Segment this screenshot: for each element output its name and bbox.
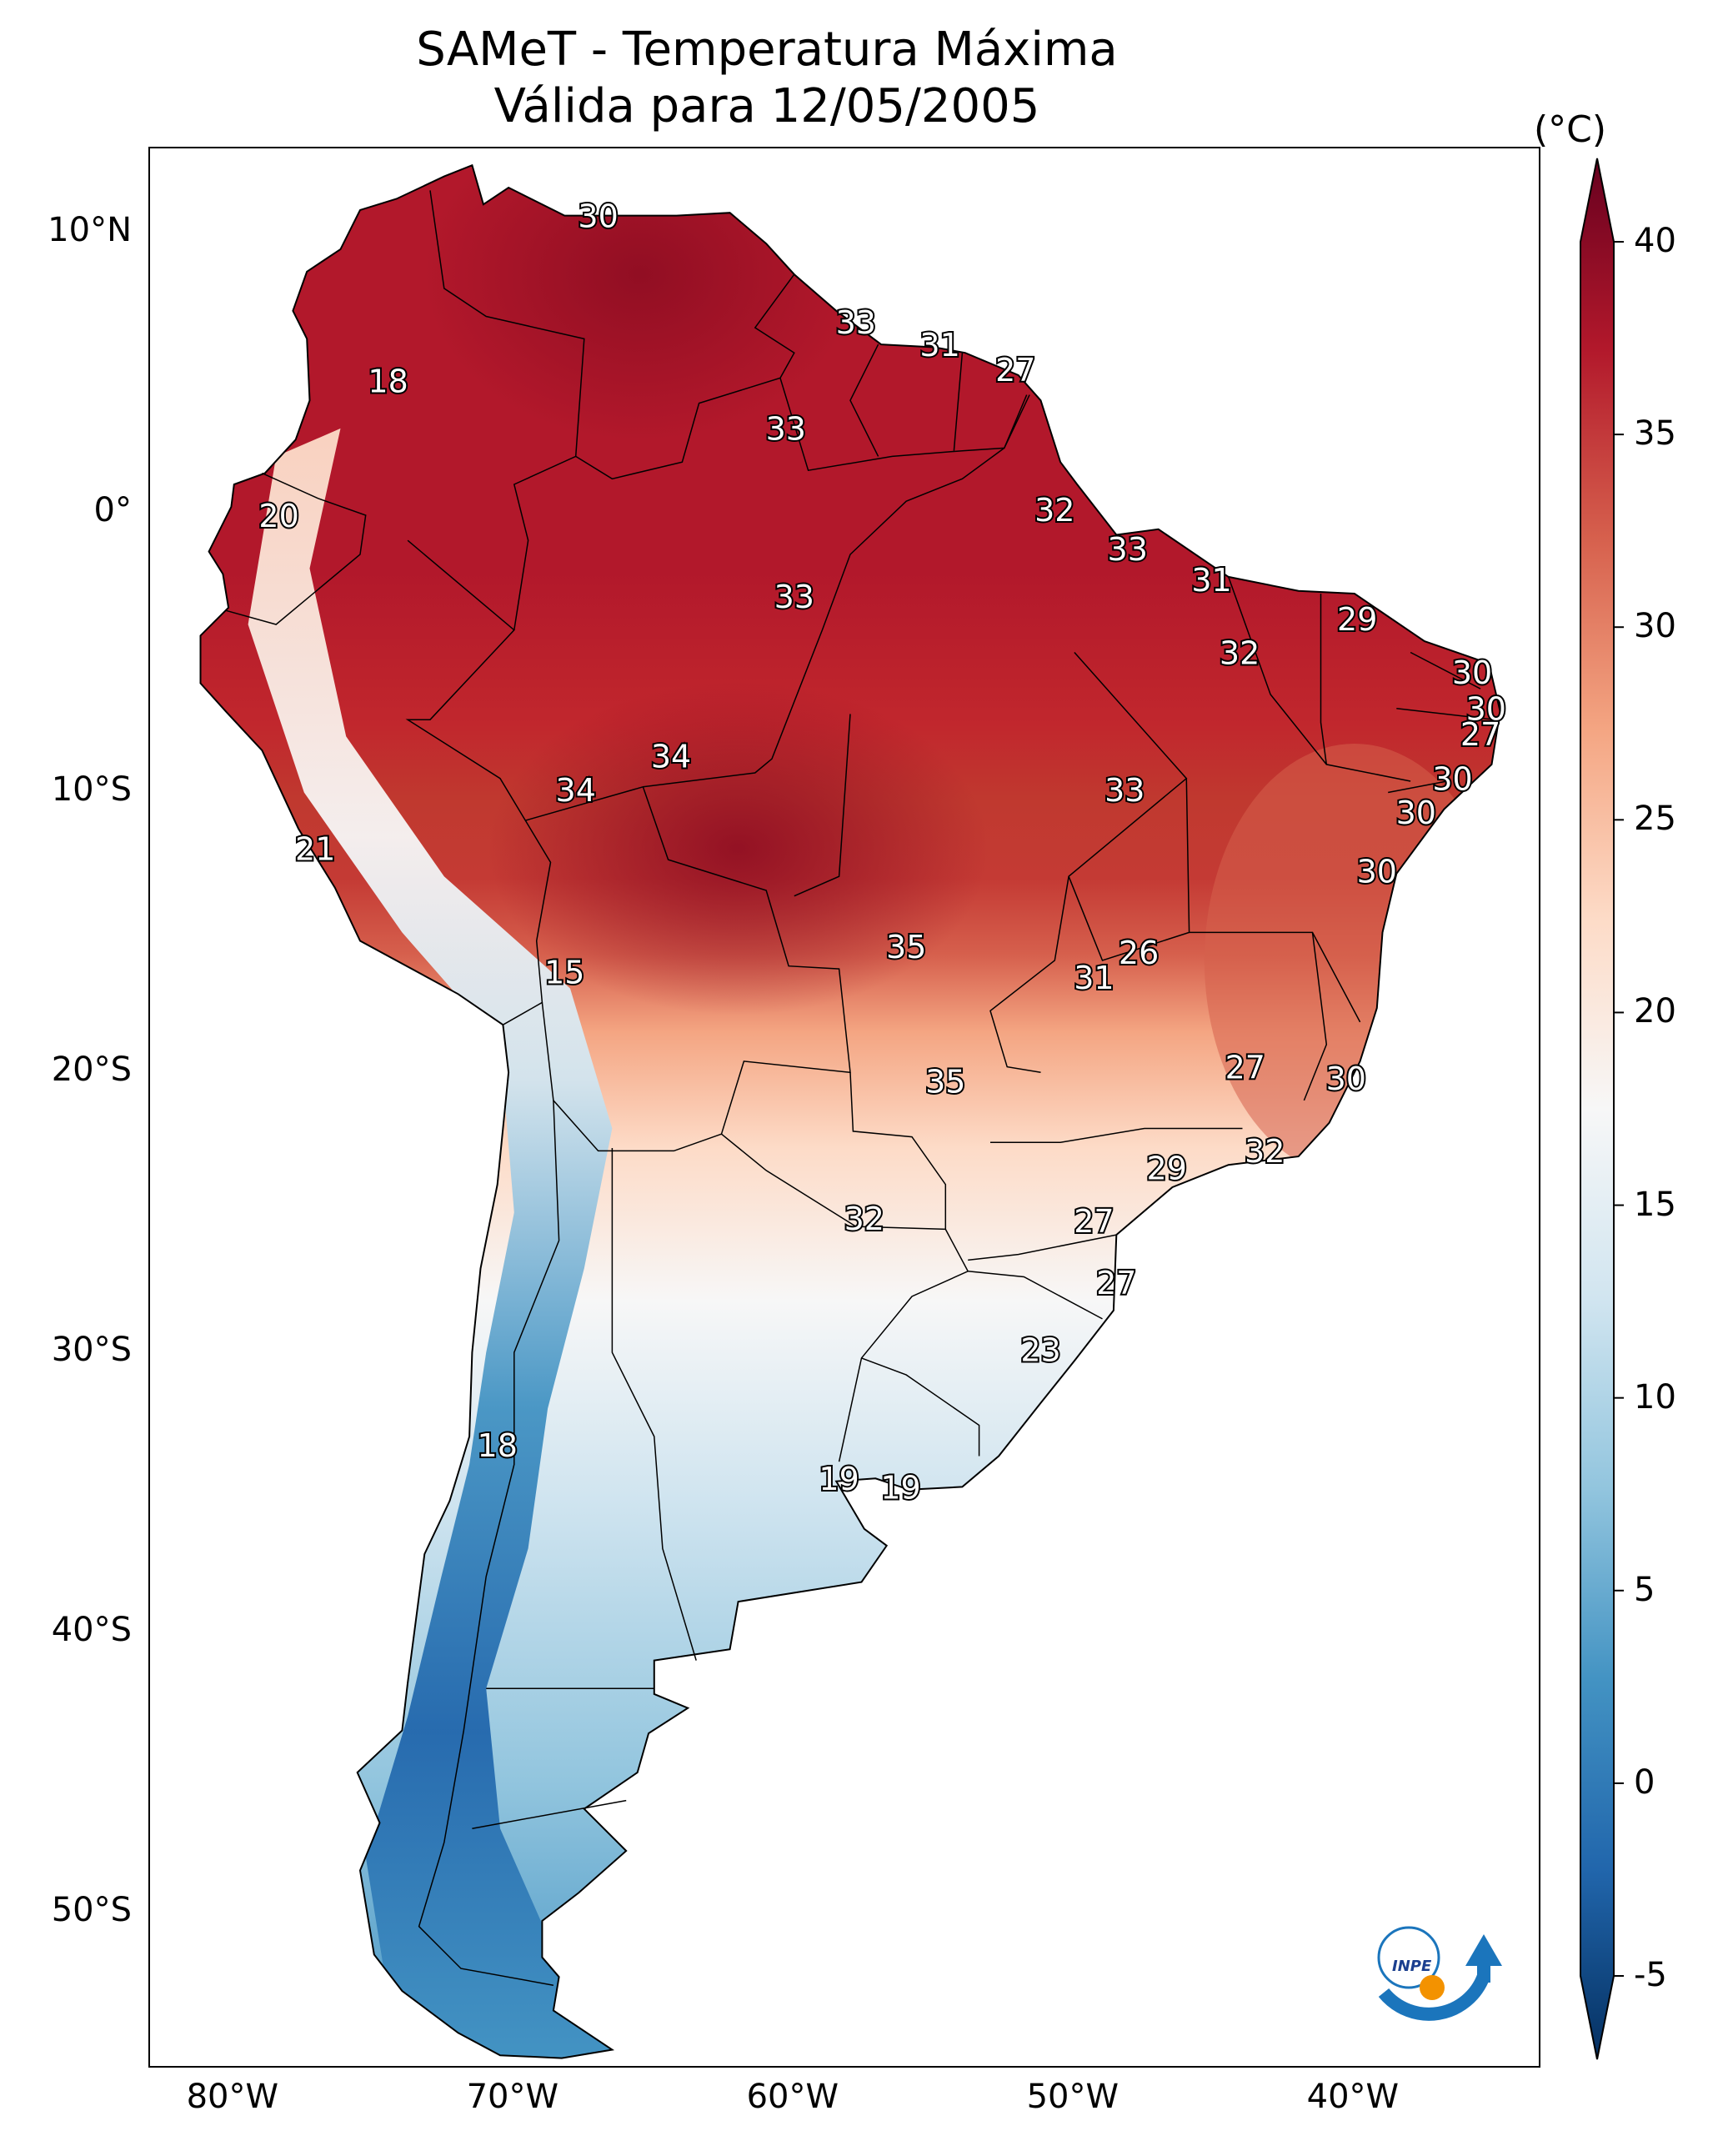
temperature-label: 33 bbox=[1104, 772, 1144, 809]
colorbar-tick-35: 35 bbox=[1634, 414, 1676, 454]
border-line bbox=[541, 1002, 946, 1231]
border-line bbox=[1185, 778, 1361, 1023]
colorbar-tick-15: 15 bbox=[1634, 1185, 1676, 1224]
temperature-label: 18 bbox=[368, 364, 408, 400]
border-line bbox=[405, 539, 552, 1025]
inpe-logo: INPE bbox=[1377, 1926, 1502, 2021]
temperature-label: 27 bbox=[1460, 716, 1500, 753]
border-line bbox=[643, 394, 1028, 788]
temperature-label: 27 bbox=[1096, 1265, 1136, 1301]
temperature-label: 21 bbox=[295, 831, 335, 868]
colorbar-tick-40: 40 bbox=[1634, 222, 1676, 260]
border-line bbox=[861, 1357, 980, 1457]
lon-label-70w: 70°W bbox=[466, 2078, 559, 2116]
temperature-label: 33 bbox=[774, 579, 814, 615]
temperature-label: 32 bbox=[844, 1201, 884, 1237]
border-line bbox=[1227, 576, 1411, 782]
lat-label-40s: 40°S bbox=[51, 1611, 132, 1650]
temperature-label: 29 bbox=[1147, 1150, 1187, 1186]
temperature-label: 27 bbox=[995, 352, 1035, 389]
temperature-label: 31 bbox=[1191, 562, 1231, 599]
temperature-label: 33 bbox=[766, 411, 806, 448]
border-line bbox=[225, 472, 367, 625]
lon-label-60w: 60°W bbox=[746, 2078, 839, 2116]
colorbar-tick-20: 20 bbox=[1634, 992, 1676, 1031]
continent-fill bbox=[200, 165, 1500, 2058]
map-frame: 30 33 31 27 18 33 20 32 33 31 33 29 32 30 30 27 34 34 33 30… bbox=[148, 147, 1540, 2068]
border-line bbox=[1396, 707, 1495, 720]
temperature-label: 15 bbox=[544, 954, 584, 990]
border-line bbox=[968, 1234, 1117, 1261]
temperature-label: 18 bbox=[478, 1427, 518, 1464]
temperature-label: 32 bbox=[1245, 1133, 1285, 1170]
border-line bbox=[1320, 594, 1328, 765]
border-line bbox=[990, 1127, 1243, 1144]
temperature-label: 30 bbox=[1432, 761, 1472, 798]
temperature-label: 32 bbox=[1220, 634, 1260, 671]
temperature-label: 30 bbox=[1357, 853, 1397, 890]
lat-label-0: 0° bbox=[93, 490, 132, 529]
temperature-label: 35 bbox=[925, 1063, 965, 1100]
temperature-label: 31 bbox=[919, 327, 959, 364]
border-line bbox=[838, 1072, 969, 1462]
lon-label-80w: 80°W bbox=[186, 2078, 279, 2116]
temperature-label: 34 bbox=[651, 739, 691, 775]
border-line bbox=[1068, 875, 1190, 961]
country-state-borders bbox=[225, 190, 1495, 1986]
temperature-label: 19 bbox=[880, 1469, 920, 1506]
temperature-label: 32 bbox=[1034, 492, 1074, 529]
border-line bbox=[472, 1799, 627, 1829]
colorbar-tick-30: 30 bbox=[1634, 607, 1676, 646]
temperature-label: 30 bbox=[1466, 691, 1506, 728]
border-line bbox=[429, 190, 585, 630]
temperature-label: 20 bbox=[258, 498, 298, 534]
lat-label-50s: 50°S bbox=[51, 1890, 132, 1929]
colorbar-tick-0: 0 bbox=[1634, 1762, 1655, 1802]
map-subtitle: Válida para 12/05/2005 bbox=[493, 79, 1040, 133]
temperature-label: 23 bbox=[1020, 1332, 1060, 1369]
temperature-label: 30 bbox=[578, 198, 618, 235]
border-line bbox=[1410, 651, 1481, 689]
border-line bbox=[849, 343, 879, 457]
temperature-label: 34 bbox=[556, 772, 596, 809]
colorbar bbox=[1580, 158, 1624, 2060]
border-line bbox=[611, 1148, 697, 1661]
colorbar-tick-10: 10 bbox=[1634, 1377, 1676, 1416]
border-line bbox=[575, 273, 795, 480]
temperature-label: 30 bbox=[1452, 654, 1492, 691]
temperature-label: 19 bbox=[819, 1461, 859, 1497]
temperature-label: 33 bbox=[836, 304, 876, 341]
border-line bbox=[1303, 932, 1328, 1101]
colorbar-units: (°C) bbox=[1534, 108, 1607, 151]
temperature-label: 29 bbox=[1337, 601, 1377, 638]
map-title: SAMeT - Temperatura Máxima bbox=[416, 23, 1118, 77]
temperature-label: 33 bbox=[1108, 531, 1148, 568]
colorbar-tick-5: 5 bbox=[1634, 1570, 1655, 1609]
temperature-label: 31 bbox=[1074, 960, 1114, 996]
inpe-logo-text: INPE bbox=[1392, 1958, 1432, 1975]
border-line bbox=[418, 1100, 560, 1986]
lon-label-40w: 40°W bbox=[1306, 2078, 1400, 2116]
border-line bbox=[968, 1271, 1103, 1320]
colorbar-tick-neg5: -5 bbox=[1634, 1956, 1667, 1994]
border-line bbox=[794, 714, 851, 897]
temperature-label: 30 bbox=[1396, 795, 1436, 831]
lon-label-50w: 50°W bbox=[1026, 2078, 1119, 2116]
temperature-label: 27 bbox=[1225, 1050, 1265, 1086]
lat-label-30s: 30°S bbox=[51, 1331, 132, 1370]
lat-label-20s: 20°S bbox=[51, 1050, 132, 1090]
colorbar-tick-25: 25 bbox=[1634, 800, 1676, 839]
coastline bbox=[199, 163, 1501, 2059]
lat-label-10n: 10°N bbox=[48, 210, 132, 249]
border-line bbox=[953, 353, 964, 451]
border-line bbox=[525, 785, 851, 1135]
temperature-label: 26 bbox=[1119, 935, 1159, 971]
temperature-label: 35 bbox=[886, 929, 926, 965]
temperature-label: 27 bbox=[1074, 1203, 1114, 1240]
border-line bbox=[1388, 780, 1447, 794]
temperature-label: 30 bbox=[1326, 1060, 1366, 1097]
lat-label-10s: 10°S bbox=[51, 770, 132, 810]
